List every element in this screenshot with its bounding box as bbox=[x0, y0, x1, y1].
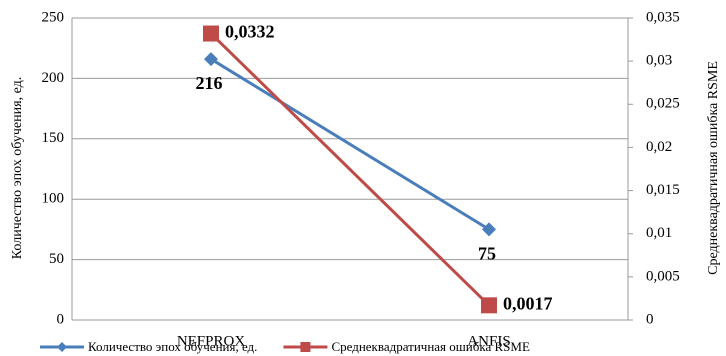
y2-tick-label: 0,025 bbox=[646, 96, 680, 112]
legend-marker bbox=[57, 342, 67, 352]
marker bbox=[482, 222, 496, 237]
legend-label: Среднеквадратичная ошибка RSME bbox=[331, 339, 530, 354]
y2-tick-label: 0,005 bbox=[646, 268, 680, 284]
y2-tick-label: 0,015 bbox=[646, 182, 680, 198]
y2-tick-label: 0,01 bbox=[646, 225, 672, 241]
marker bbox=[203, 25, 219, 42]
y-tick-label: 150 bbox=[42, 130, 65, 146]
data-label: 0,0017 bbox=[503, 293, 553, 313]
y2-tick-label: 0 bbox=[646, 311, 654, 327]
y2-tick-label: 0,03 bbox=[646, 53, 672, 69]
legend-label: Количество эпох обучения, ед. bbox=[88, 339, 257, 354]
series-line bbox=[209, 32, 491, 307]
data-label: 0,0332 bbox=[225, 22, 275, 42]
y2-tick-label: 0,035 bbox=[646, 9, 680, 25]
y2-tick-label: 0,02 bbox=[646, 139, 672, 155]
y-tick-label: 200 bbox=[42, 70, 65, 86]
x-tick-label: NEFPROX bbox=[177, 333, 246, 349]
x-tick-label: ANFIS bbox=[467, 333, 510, 349]
y-tick-label: 250 bbox=[42, 9, 65, 25]
y-tick-label: 50 bbox=[49, 251, 64, 267]
data-label: 216 bbox=[196, 73, 223, 93]
marker bbox=[481, 297, 497, 314]
y-axis-title: Количество эпох обучения, ед. bbox=[10, 77, 25, 259]
legend-marker bbox=[300, 342, 311, 352]
y2-axis-title: Среднеквадратичная ошибка RSME bbox=[706, 61, 721, 275]
y-tick-label: 100 bbox=[42, 191, 65, 207]
y-tick-label: 0 bbox=[57, 311, 65, 327]
data-label: 75 bbox=[478, 244, 496, 264]
series-line bbox=[210, 57, 490, 231]
marker bbox=[204, 52, 218, 67]
